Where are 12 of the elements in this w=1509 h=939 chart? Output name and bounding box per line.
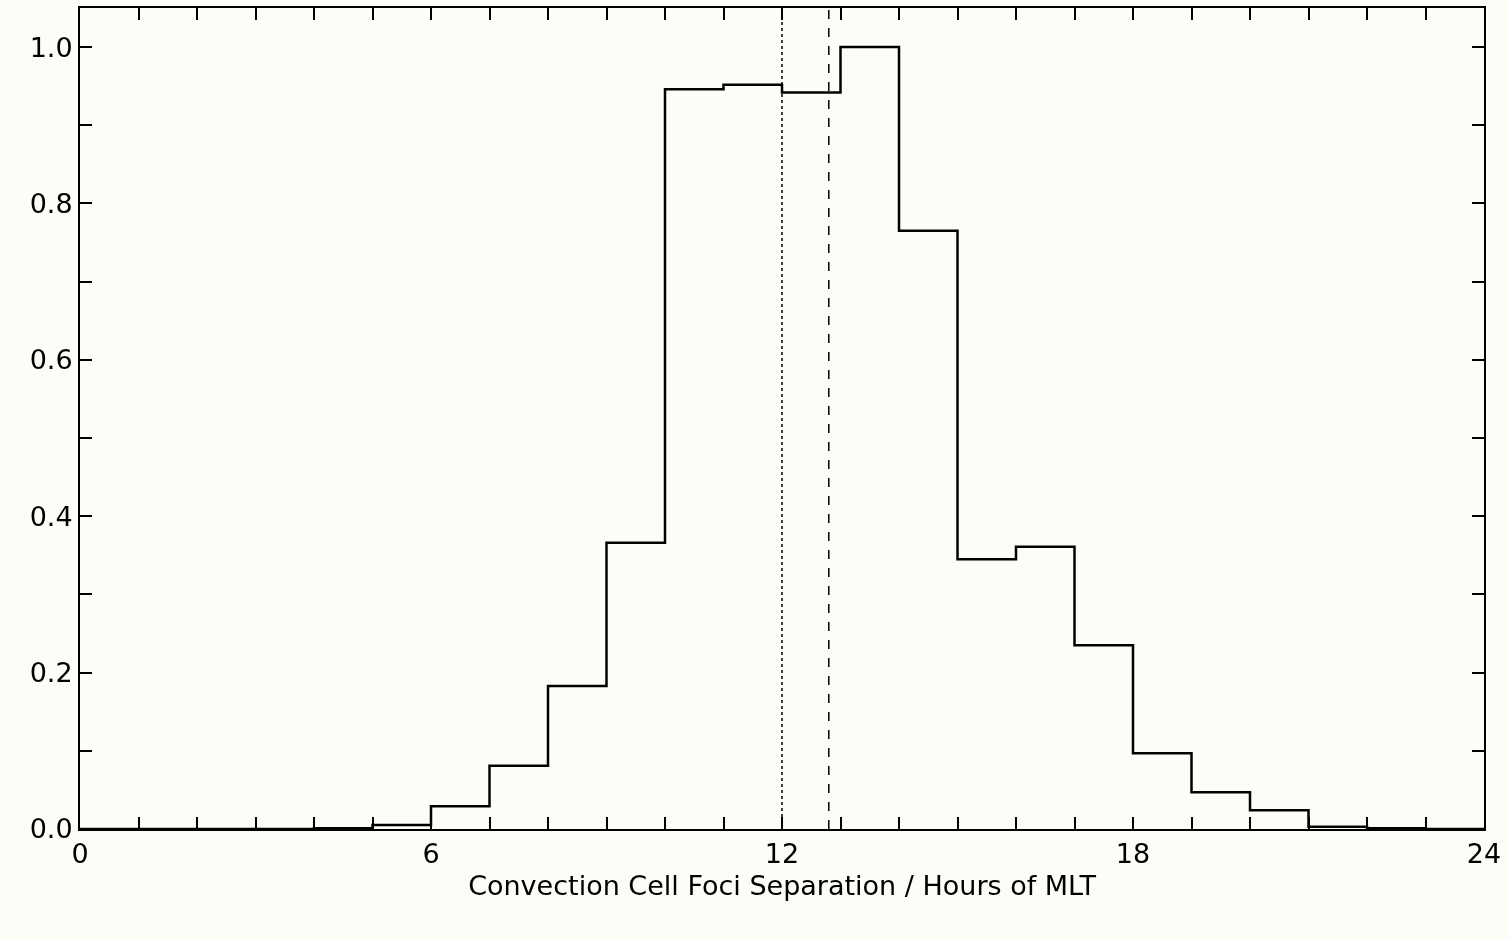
x-tick-label: 24 [1466, 838, 1502, 870]
y-tick-label: 0.8 [29, 187, 73, 219]
x-tick-label: 6 [422, 838, 440, 870]
y-tick-label: 1.0 [29, 31, 73, 63]
x-axis-title: Convection Cell Foci Separation / Hours of MLT [468, 870, 1097, 902]
y-tick-label: 0.4 [29, 500, 73, 532]
y-tick-label: 0.2 [29, 657, 73, 689]
x-tick-label: 12 [764, 838, 800, 870]
y-tick-label: 0.6 [29, 344, 73, 376]
y-tick-label: 0.0 [29, 813, 73, 845]
x-tick-label: 18 [1115, 838, 1151, 870]
x-tick-label: 0 [71, 838, 89, 870]
